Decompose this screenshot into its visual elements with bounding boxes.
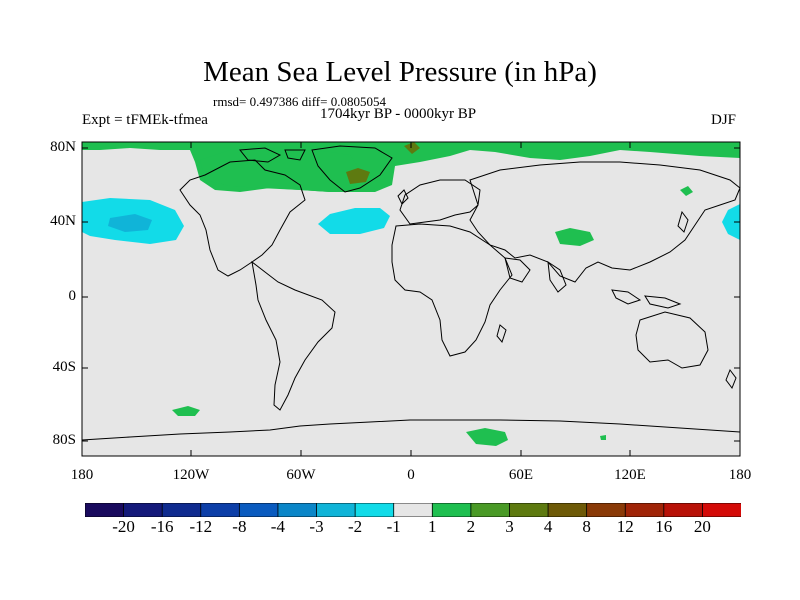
colorbar — [85, 503, 741, 517]
x-ticks — [81, 142, 741, 456]
x-tick-label: 0 — [407, 467, 415, 483]
colorbar-label: -20 — [112, 517, 135, 536]
colorbar-label: 8 — [582, 517, 591, 536]
plot-area — [82, 142, 740, 456]
experiment-label: Expt = tFMEk-tfmea — [82, 112, 208, 128]
colorbar-swatch — [470, 503, 511, 517]
east-edge-negative-anomaly — [722, 204, 740, 240]
south-pacific-positive-anomaly — [172, 406, 200, 416]
y-tick-label: 40S — [52, 359, 76, 375]
colorbar-swatch — [161, 503, 202, 517]
colorbar-label: -8 — [232, 517, 247, 536]
colorbar-swatch — [624, 503, 665, 517]
colorbar-label: 20 — [693, 517, 711, 536]
colorbar-swatch — [586, 503, 627, 517]
colorbar-label: 2 — [466, 517, 476, 536]
colorbar-label: -2 — [348, 517, 363, 536]
colorbar-swatch — [238, 503, 279, 517]
colorbar-label: 12 — [616, 517, 634, 536]
colorbar-label: -3 — [309, 517, 324, 536]
colorbar-swatch — [509, 503, 549, 517]
stats-label: rmsd= 0.497386 diff= 0.0805054 — [213, 94, 386, 109]
colorbar-label: -4 — [270, 517, 285, 536]
anomaly-fields — [82, 142, 740, 446]
colorbar-swatch — [354, 503, 395, 517]
colorbar-swatch — [277, 503, 318, 517]
colorbar-label: 4 — [543, 517, 553, 536]
siberia-positive-anomaly — [680, 186, 693, 196]
colorbar-swatch — [547, 503, 588, 517]
colorbar-swatch — [431, 503, 472, 517]
colorbar-label: -1 — [386, 517, 401, 536]
x-tick-label: 180 — [728, 467, 752, 483]
period-label: 1704kyr BP - 0000kyr BP — [320, 106, 477, 122]
colorbar-label: 1 — [428, 517, 437, 536]
asia-positive-anomaly — [555, 228, 594, 246]
y-tick-label: 40N — [50, 213, 76, 229]
y-tick-label: 80N — [50, 139, 76, 155]
colorbar-label: -16 — [150, 517, 174, 536]
coastlines — [81, 145, 741, 441]
season-label: DJF — [711, 112, 737, 128]
x-tick-label: 120E — [614, 467, 646, 483]
colorbar-swatch — [123, 503, 164, 517]
north-pacific-core-anomaly — [108, 214, 152, 232]
x-tick-label: 180 — [70, 467, 94, 483]
arctic-olive-anomaly — [404, 142, 420, 154]
greenland-olive-anomaly — [346, 168, 370, 184]
colorbar-swatch — [85, 503, 125, 517]
x-tick-label: 60W — [286, 467, 316, 483]
colorbar-label: -12 — [189, 517, 213, 536]
y-tick-label: 80S — [52, 432, 76, 448]
map-title: Mean Sea Level Pressure (in hPa) — [203, 56, 597, 88]
colorbar-swatch — [393, 503, 434, 517]
colorbar-swatch — [702, 503, 741, 517]
small-positive-anomaly — [600, 435, 606, 440]
colorbar-swatch — [663, 503, 704, 517]
colorbar-swatch — [200, 503, 241, 517]
y-ticks — [82, 147, 740, 442]
colorbar-swatch — [316, 503, 357, 517]
x-tick-label: 120W — [172, 467, 210, 483]
greenland-positive-anomaly — [200, 148, 360, 192]
y-tick-label: 0 — [68, 288, 77, 304]
antarctic-positive-anomaly — [466, 428, 508, 446]
colorbar-label: 16 — [655, 517, 673, 536]
north-atlantic-negative-anomaly — [318, 208, 390, 234]
x-tick-label: 60E — [508, 467, 534, 483]
colorbar-label: 3 — [505, 517, 514, 536]
